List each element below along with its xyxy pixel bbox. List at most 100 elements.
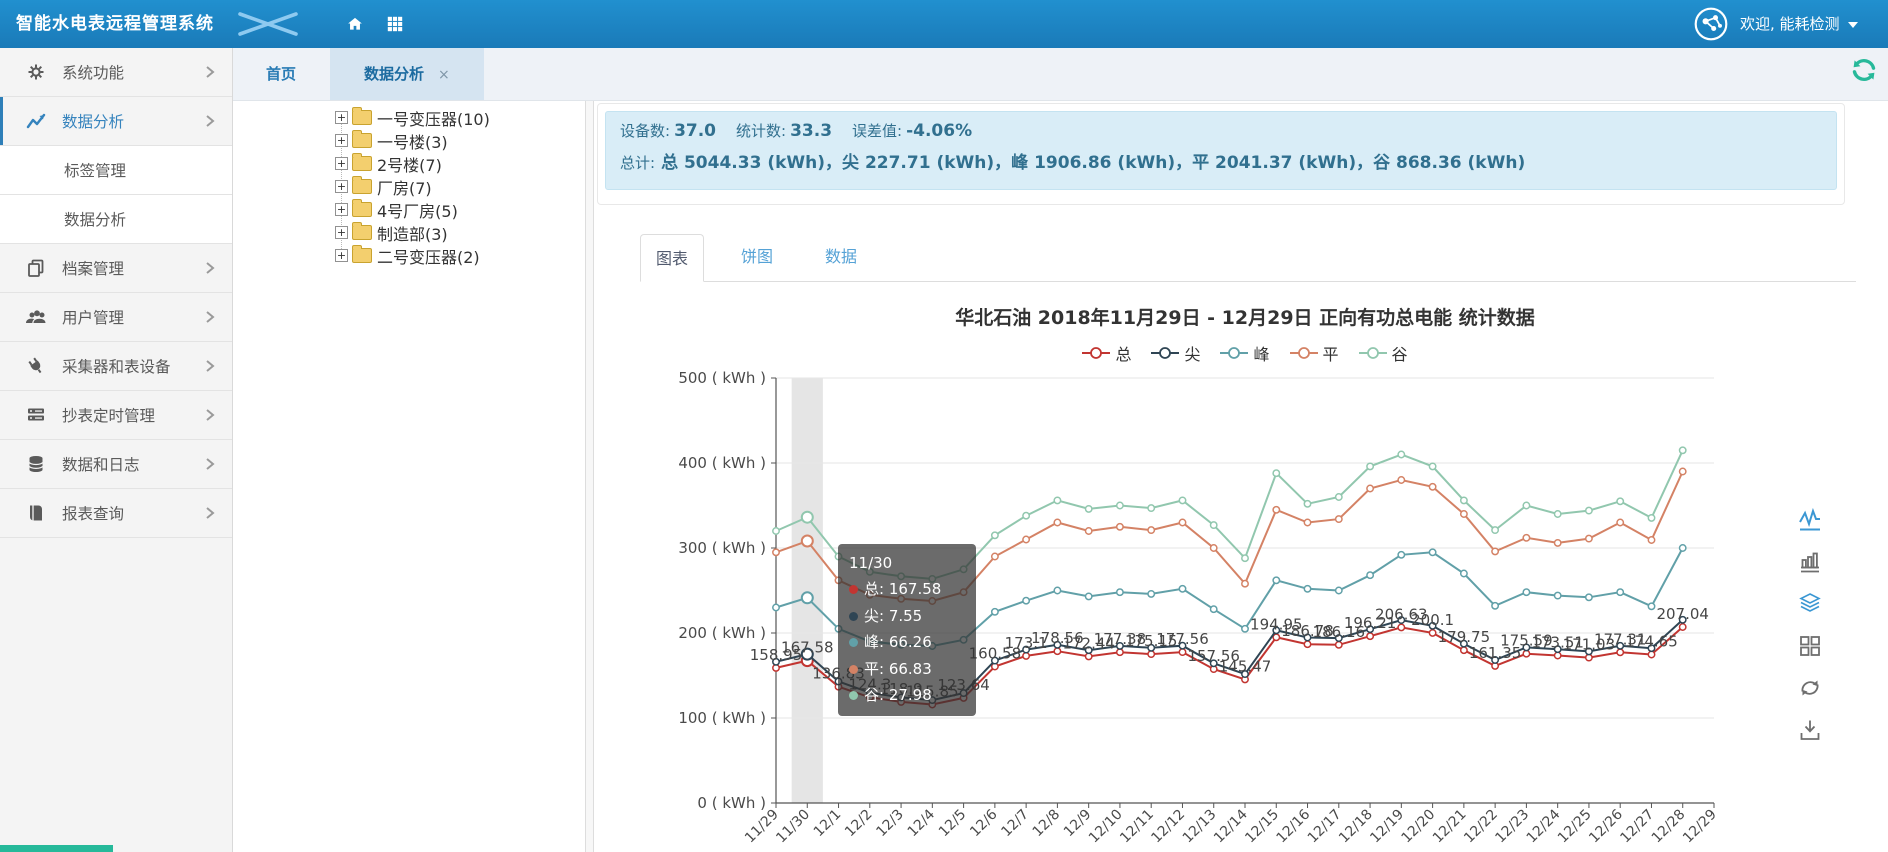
toolbox-stack-toggle-icon[interactable]	[1797, 591, 1827, 621]
legend-item-zong[interactable]: 总	[1082, 341, 1131, 365]
tree-node[interactable]: + 制造部(3)	[335, 221, 490, 244]
expand-icon[interactable]: +	[335, 111, 348, 124]
tree-node[interactable]: +2号楼(7)	[335, 152, 490, 175]
tree-node[interactable]: + 一号楼(3)	[335, 129, 490, 152]
book-icon	[26, 503, 50, 523]
svg-text:12/19: 12/19	[1367, 807, 1407, 847]
svg-text:12/15: 12/15	[1242, 807, 1282, 847]
sidebar-item-meter-reading-schedule[interactable]: 抄表定时管理	[0, 391, 232, 440]
sidebar-item-label: 用户管理	[62, 309, 125, 327]
expand-icon[interactable]: +	[335, 203, 348, 216]
svg-text:12/1: 12/1	[811, 807, 845, 841]
metric-label: 误差值:	[852, 122, 903, 140]
tree-node[interactable]: + 厂房(7)	[335, 175, 490, 198]
toolbox-switch-line-chart-icon[interactable]	[1797, 507, 1827, 537]
chevron-down-icon	[1847, 21, 1858, 28]
svg-text:173.51: 173.51	[1531, 634, 1584, 652]
chart-title: 华北石油 2018年11月29日 - 12月29日 正向有功总电能 统计数据	[955, 307, 1535, 329]
legend-item-ping[interactable]: 平	[1289, 341, 1339, 365]
content-tab-strip: 图表 饼图 数据	[640, 233, 1856, 282]
legend-label: 平	[1322, 345, 1339, 364]
sidebar-toggle-x-icon[interactable]	[236, 11, 300, 37]
toolbox-restore-icon[interactable]	[1797, 675, 1827, 705]
chart-canvas[interactable]: 0 ( kWh ) 100 ( kWh ) 200 ( kWh ) 300 ( kWh…	[637, 369, 1817, 852]
statistics-line-chart[interactable]: 0 ( kWh ) 100 ( kWh ) 200 ( kWh ) 300 ( kWh…	[637, 369, 1817, 852]
metric-label: 设备数:	[620, 122, 671, 140]
sidebar-item-data-analysis-page[interactable]: 数据分析	[0, 195, 232, 244]
tree-node[interactable]: + 二号变压器(2)	[335, 244, 490, 267]
svg-text:400 ( kWh ): 400 ( kWh )	[678, 454, 766, 472]
svg-text:12/26: 12/26	[1586, 806, 1626, 846]
folder-icon	[352, 176, 372, 194]
svg-text:177.31: 177.31	[1594, 630, 1647, 648]
users-icon	[26, 307, 50, 327]
series-gu-line	[772, 446, 1687, 583]
apps-grid-button[interactable]	[378, 10, 412, 38]
legend-item-gu[interactable]: 谷	[1358, 341, 1408, 365]
home-button[interactable]	[338, 10, 372, 38]
content-tab-pie[interactable]: 饼图	[741, 247, 774, 266]
svg-text:0 ( kWh ): 0 ( kWh )	[697, 794, 766, 812]
sidebar-item-system-functions[interactable]: 系统功能	[0, 48, 232, 97]
svg-text:12/25: 12/25	[1555, 807, 1595, 847]
panel-divider[interactable]	[585, 100, 594, 852]
expand-icon[interactable]: +	[335, 157, 348, 170]
toolbox-tile-toggle-icon[interactable]	[1797, 633, 1827, 663]
tree-node[interactable]: +4号厂房(5)	[335, 198, 490, 221]
content-tab-data[interactable]: 数据	[825, 247, 858, 266]
sidebar-item-tag-management[interactable]: 标签管理	[0, 146, 232, 195]
tab-label: 首页	[266, 65, 297, 83]
svg-text:178.56: 178.56	[1031, 629, 1084, 647]
sidebar-item-label: 报表查询	[62, 505, 125, 523]
tree-node-label: 二号变压器(2)	[377, 247, 480, 267]
svg-text:200 ( kWh ): 200 ( kWh )	[678, 624, 766, 642]
sidebar-item-label: 数据分析	[64, 211, 127, 229]
sidebar-item-collectors-and-meters[interactable]: 采集器和表设备	[0, 342, 232, 391]
svg-text:173.1: 173.1	[1005, 634, 1048, 652]
line-chart-icon	[26, 111, 50, 131]
sidebar-item-user-management[interactable]: 用户管理	[0, 293, 232, 342]
legend-item-feng[interactable]: 峰	[1220, 341, 1270, 365]
tree-node-label: 一号楼(3)	[377, 132, 448, 152]
tree-node[interactable]: + 一号变压器(10)	[335, 106, 490, 129]
x-axis-labels: 11/2911/3012/112/212/312/412/512/612/712…	[742, 803, 1720, 846]
expand-icon[interactable]: +	[335, 226, 348, 239]
user-avatar[interactable]	[1693, 6, 1729, 42]
close-tab-icon[interactable]: ×	[438, 67, 450, 83]
chevron-right-icon	[204, 408, 216, 422]
metric-value: 37.0	[674, 121, 717, 141]
top-header-bar: 智能水电表远程管理系统 欢迎, 能耗检测	[0, 0, 1888, 48]
refresh-icon[interactable]	[1850, 56, 1878, 84]
welcome-user-menu[interactable]: 欢迎, 能耗检测	[1740, 0, 1858, 48]
window-tab-home[interactable]: 首页	[232, 48, 330, 100]
folder-icon	[352, 153, 372, 171]
expand-icon[interactable]: +	[335, 249, 348, 262]
window-tab-data-analysis[interactable]: 数据分析 ×	[330, 48, 484, 100]
expand-icon[interactable]: +	[335, 180, 348, 193]
sidebar-item-data-and-logs[interactable]: 数据和日志	[0, 440, 232, 489]
svg-text:200.1: 200.1	[1411, 611, 1454, 629]
svg-text:175.59: 175.59	[1500, 632, 1553, 650]
sidebar-item-archive-management[interactable]: 档案管理	[0, 244, 232, 293]
svg-text:12/6: 12/6	[967, 806, 1001, 840]
svg-text:12/17: 12/17	[1305, 807, 1345, 847]
sidebar-item-report-query[interactable]: 报表查询	[0, 489, 232, 538]
sidebar-item-data-analysis[interactable]: 数据分析	[0, 97, 232, 146]
svg-text:161.35: 161.35	[1469, 644, 1522, 662]
series-ping-line	[772, 467, 1687, 605]
svg-text:12/24: 12/24	[1524, 806, 1564, 846]
svg-text:12/16: 12/16	[1274, 806, 1314, 846]
tree-node-label: 一号变压器(10)	[377, 109, 490, 129]
legend-item-jian[interactable]: 尖	[1151, 341, 1200, 365]
svg-text:12/11: 12/11	[1117, 807, 1157, 847]
expand-icon[interactable]: +	[335, 134, 348, 147]
total-value: 总 5044.33 (kWh)，尖 227.71 (kWh)，峰 1906.86…	[661, 153, 1526, 173]
toolbox-switch-bar-chart-icon[interactable]	[1797, 549, 1827, 579]
content-tab-chart[interactable]: 图表	[640, 234, 705, 282]
toolbox-download-icon[interactable]	[1797, 717, 1827, 747]
tree-node-label: 4号厂房(5)	[377, 201, 458, 221]
sidebar-item-label: 档案管理	[62, 260, 125, 278]
svg-text:100 ( kWh ): 100 ( kWh )	[678, 709, 766, 727]
svg-text:12/3: 12/3	[873, 807, 907, 841]
svg-text:12/13: 12/13	[1180, 807, 1220, 847]
